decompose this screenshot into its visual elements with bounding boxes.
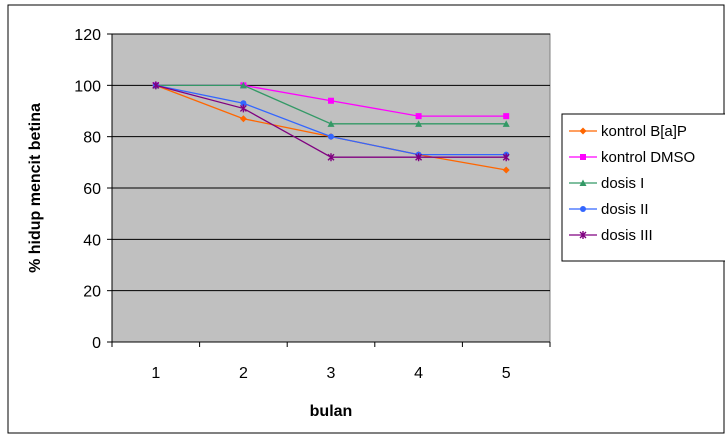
y-tick-label: 100 <box>74 78 101 95</box>
y-tick-label: 60 <box>83 181 101 198</box>
y-tick-label: 20 <box>83 284 101 301</box>
data-point <box>240 100 247 107</box>
data-point <box>502 153 510 162</box>
legend-box <box>561 113 725 262</box>
legend-marker <box>579 231 587 239</box>
data-point <box>239 115 247 123</box>
data-point <box>239 104 247 113</box>
series-lines <box>152 81 510 174</box>
legend-item: dosis I <box>569 175 644 192</box>
legend-marker <box>580 206 586 212</box>
legend-marker <box>579 179 587 186</box>
series-dosis-iii <box>152 81 510 162</box>
data-point <box>239 81 247 89</box>
x-tick-labels: 1 2 3 4 5 <box>151 365 510 382</box>
legend: kontrol B[a]P kontrol DMSO dosis I dosis II… <box>561 113 725 262</box>
legend-label: dosis I <box>601 175 644 192</box>
legend-marker <box>579 127 587 135</box>
y-axis-title: % hidup mencit betina <box>27 103 44 273</box>
y-tick-label: 80 <box>83 130 101 147</box>
x-tick-label: 5 <box>502 365 511 382</box>
data-point <box>328 133 334 140</box>
y-tick-labels: 0 20 40 60 80 100 120 <box>74 27 101 352</box>
data-point <box>502 120 510 127</box>
legend-label: dosis III <box>601 227 653 244</box>
y-tick-label: 40 <box>83 232 101 249</box>
x-tick-label: 4 <box>414 365 423 382</box>
legend-label: dosis II <box>601 201 649 218</box>
legend-marker <box>580 154 586 160</box>
data-point <box>415 153 423 162</box>
data-point <box>152 81 160 90</box>
legend-label: kontrol B[a]P <box>601 123 687 140</box>
data-point <box>327 120 335 127</box>
x-axis-title: bulan <box>310 403 353 420</box>
x-tick-label: 2 <box>239 365 248 382</box>
y-tick-label: 120 <box>74 27 101 44</box>
y-tick-label: 0 <box>92 335 101 352</box>
x-tick-label: 3 <box>327 365 336 382</box>
data-point <box>503 113 510 120</box>
data-point <box>502 166 510 174</box>
legend-item: dosis III <box>569 227 653 244</box>
data-point <box>415 120 423 127</box>
legend-item: kontrol DMSO <box>569 149 695 166</box>
data-point <box>328 97 334 104</box>
legend-label: kontrol DMSO <box>601 149 695 166</box>
data-point <box>327 153 335 162</box>
legend-item: kontrol B[a]P <box>569 123 687 140</box>
legend-entries: kontrol B[a]P kontrol DMSO dosis I dosis II… <box>569 123 695 244</box>
x-tick-label: 1 <box>151 365 160 382</box>
legend-item: dosis II <box>569 201 649 218</box>
axes <box>111 34 550 343</box>
data-point <box>415 113 422 120</box>
